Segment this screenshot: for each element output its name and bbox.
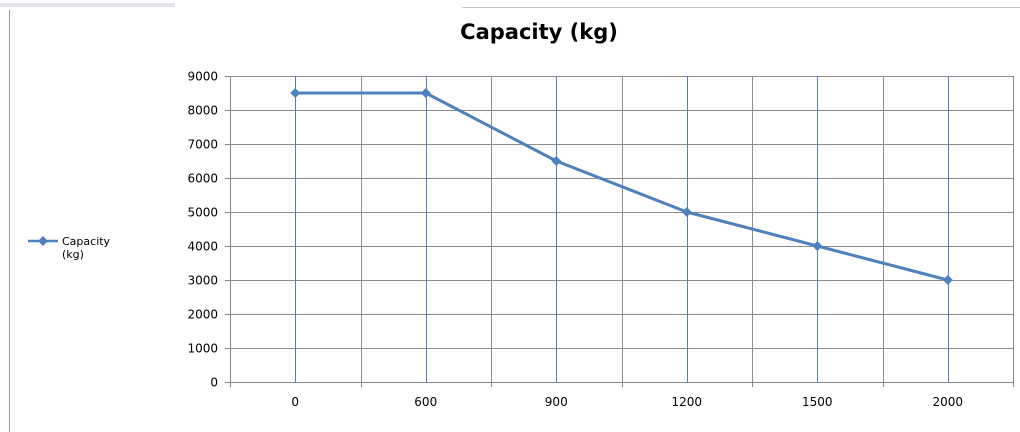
y-tick-label-3000: 3000 xyxy=(187,274,218,288)
top-toolbar-fragment xyxy=(0,3,1020,8)
legend: Capacity (kg) xyxy=(28,235,111,261)
data-point-0 xyxy=(290,88,301,98)
series-capacity xyxy=(290,88,953,285)
y-tick-label-5000: 5000 xyxy=(187,206,218,220)
x-tick-label-2000: 2000 xyxy=(932,395,963,409)
page-left-rule xyxy=(9,10,10,432)
data-point-1200 xyxy=(681,207,692,217)
top-toolbar-strip xyxy=(0,0,1020,10)
data-point-2000 xyxy=(942,275,953,285)
y-tick-label-2000: 2000 xyxy=(187,308,218,322)
y-tick-label-8000: 8000 xyxy=(187,104,218,118)
grid-lines xyxy=(230,76,1014,382)
x-tick-label-0: 0 xyxy=(291,395,299,409)
chart-title: Capacity (kg) xyxy=(460,20,618,44)
x-tick-label-900: 900 xyxy=(545,395,568,409)
x-tick-label-1200: 1200 xyxy=(671,395,702,409)
data-point-900 xyxy=(551,156,562,166)
data-point-1500 xyxy=(812,241,823,251)
y-tick-label-9000: 9000 xyxy=(187,70,218,84)
y-tick-label-7000: 7000 xyxy=(187,138,218,152)
legend-swatch-marker xyxy=(38,236,48,246)
x-tick-label-1500: 1500 xyxy=(802,395,833,409)
y-tick-label-4000: 4000 xyxy=(187,240,218,254)
y-tick-label-1000: 1000 xyxy=(187,342,218,356)
legend-label-line1: Capacity xyxy=(62,235,111,248)
y-tick-label-0: 0 xyxy=(210,376,218,390)
legend-label-line2: (kg) xyxy=(62,248,84,261)
x-tick-label-600: 600 xyxy=(414,395,437,409)
y-tick-label-6000: 6000 xyxy=(187,172,218,186)
series-line-0 xyxy=(295,91,949,282)
axes: 0 1000 2000 3000 4000 5000 6000 7000 8000 9000 0 60… xyxy=(187,70,1014,409)
